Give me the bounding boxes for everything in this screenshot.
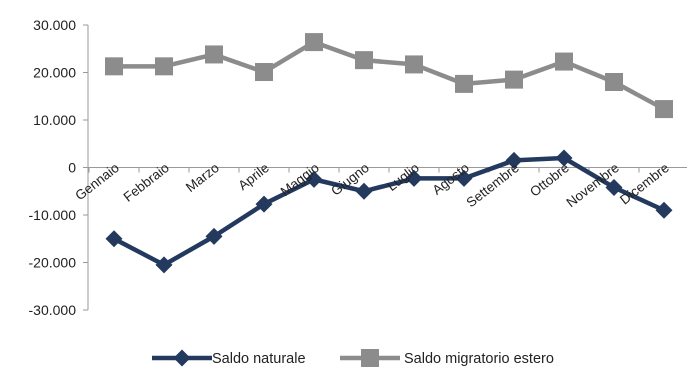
data-point (405, 55, 423, 74)
data-point (505, 151, 523, 169)
legend-swatch-marker (173, 349, 191, 367)
data-point (455, 169, 473, 187)
series-line (112, 155, 665, 268)
data-point (555, 149, 573, 167)
legend-item: Saldo naturale (152, 349, 306, 367)
y-tick-label: -30.000 (29, 302, 77, 318)
data-point (155, 256, 173, 274)
data-point (255, 195, 273, 213)
data-point (305, 170, 323, 188)
legend-label: Saldo naturale (212, 351, 306, 367)
data-point (355, 182, 373, 200)
data-point (505, 70, 523, 89)
x-tick-label: Aprile (235, 160, 271, 193)
data-point (355, 51, 373, 70)
y-tick-label: 10.000 (33, 112, 76, 128)
data-point (305, 33, 323, 52)
data-point (155, 57, 173, 76)
data-point (655, 100, 673, 119)
x-tick-label: Febbraio (121, 160, 172, 205)
series-2 (105, 33, 673, 119)
legend-label: Saldo migratorio estero (404, 351, 554, 367)
series-1 (105, 149, 673, 274)
data-point (205, 227, 223, 245)
data-point (605, 178, 623, 196)
data-point (605, 73, 623, 91)
legend-swatch-marker (361, 349, 379, 367)
x-tick-label: Gennaio (72, 160, 121, 203)
y-tick-label: -10.000 (29, 207, 77, 223)
data-point (405, 169, 423, 187)
data-point (205, 45, 223, 64)
data-point (455, 74, 473, 93)
data-point (105, 57, 123, 76)
data-point (655, 201, 673, 219)
series-layer (105, 33, 673, 274)
y-tick-label: 30.000 (33, 17, 76, 33)
y-tick-label: 0 (68, 160, 76, 176)
data-point (555, 52, 573, 71)
legend: Saldo naturale Saldo migratorio estero (152, 349, 554, 367)
y-axis: -30.000 -20.000 -10.000 0 10.000 20.000 30.000 (29, 17, 89, 318)
x-tick-label: Marzo (183, 160, 222, 195)
data-point (255, 63, 273, 82)
y-tick-label: -20.000 (29, 255, 77, 271)
legend-item: Saldo migratorio estero (340, 349, 554, 367)
data-point (105, 230, 123, 248)
x-tick-label: Ottobre (527, 160, 572, 200)
y-tick-label: 20.000 (33, 65, 76, 81)
series-line (114, 39, 666, 112)
